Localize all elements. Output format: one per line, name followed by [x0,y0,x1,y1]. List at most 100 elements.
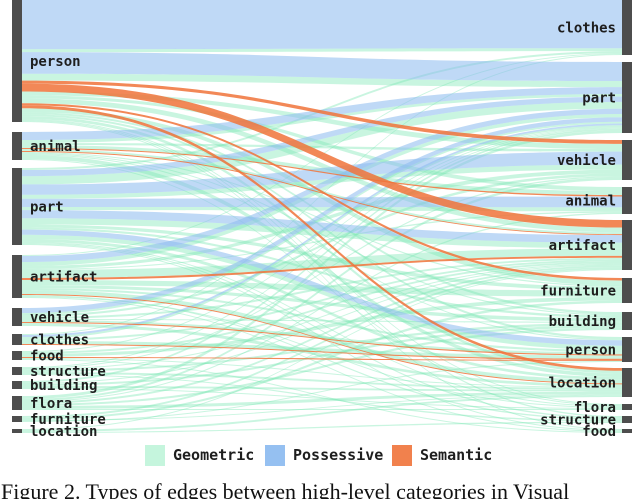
edge-building-to-artifact-geometric [22,264,622,384]
edge-animal-to-animal-semantic [22,148,622,197]
edge-animal-to-flora-geometric [22,159,622,406]
right-node-label-person: person [565,343,616,359]
edge-clothes-to-person-semantic [22,344,622,360]
edge-vehicle-to-person-geometric [22,320,622,355]
edge-artifact-to-building-geometric [22,285,622,322]
right-node-bar-furniture [622,278,632,303]
edge-food-to-food-geometric [22,359,622,433]
legend-swatch-semantic [392,445,412,466]
edge-person-to-part-possessive [22,52,622,82]
edge-artifact-to-structure-geometric [22,295,622,421]
edge-artifact-to-artifact-geometric [22,248,622,278]
right-node-label-location: location [549,376,616,392]
left-node-label-vehicle: vehicle [30,310,89,326]
left-node-bar-artifact [12,255,22,298]
edge-furniture-to-person-geometric [22,360,622,422]
left-node-bar-animal [12,132,22,160]
edge-clothes-to-artifact-geometric [22,259,622,341]
edge-building-to-flora-geometric [22,388,622,409]
edge-food-to-furniture-geometric [22,296,622,357]
edge-artifact-to-food-geometric [22,297,622,432]
edge-clothes-to-clothes-geometric [22,54,622,335]
right-node-label-animal: animal [565,194,616,210]
left-node-label-clothes: clothes [30,333,89,349]
left-node-bar-food [12,351,22,360]
right-node-bar-flora [622,404,632,410]
legend: Geometric Possessive Semantic [0,445,640,467]
legend-label-possessive: Possessive [293,446,384,464]
right-node-bar-part [622,62,632,133]
node-bars-layer [12,0,632,433]
edge-vehicle-to-person-semantic [22,322,622,356]
right-node-label-food: food [582,424,616,440]
edge-person-to-furniture-semantic [22,103,622,281]
edge-artifact-to-artifact-semantic [22,255,622,280]
edge-artifact-to-person-geometric [22,288,622,353]
left-node-bar-furniture [12,416,22,422]
edge-flora-to-part-geometric [22,130,622,399]
edge-person-to-clothes-geometric [22,48,622,53]
edge-flora-to-flora-geometric [22,409,622,410]
edge-part-to-location-geometric [22,238,622,380]
edge-part-to-vehicle-possessive [22,151,622,195]
edge-part-to-vehicle-geometric [22,164,622,199]
sankey-diagram: personanimalpartartifactvehicleclothesfo… [12,0,632,441]
edge-furniture-to-furniture-geometric [22,300,622,420]
left-node-bar-building [12,381,22,389]
left-node-label-location: location [30,424,97,440]
right-node-label-flora: flora [574,400,616,416]
edge-vehicle-to-part-geometric [22,121,622,316]
legend-label-geometric: Geometric [173,446,255,464]
edge-flora-to-artifact-geometric [22,265,622,404]
edge-person-to-clothes-possessive [22,0,622,50]
right-node-bar-food [622,429,632,433]
left-node-label-animal: animal [30,139,81,155]
edge-part-to-structure-geometric [22,242,622,419]
edge-part-to-part-possessive [22,96,622,177]
edge-animal-to-location-geometric [22,155,622,378]
edge-part-to-person-possessive [22,229,622,346]
left-node-label-building: building [30,378,97,394]
edge-location-to-artifact-geometric [22,269,622,430]
edge-part-to-artifact-geometric [22,218,622,249]
right-node-label-vehicle: vehicle [557,153,616,169]
edge-part-to-building-geometric [22,227,622,318]
edge-structure-to-artifact-geometric [22,263,622,370]
right-node-label-structure: structure [540,413,616,429]
edge-flora-to-location-geometric [22,391,622,409]
left-node-bar-structure [12,367,22,375]
edge-artifact-to-part-geometric [22,113,622,266]
right-node-bar-building [622,312,632,330]
edges-layer [22,0,622,433]
edge-structure-to-building-geometric [22,322,622,372]
edge-flora-to-building-geometric [22,327,622,406]
edge-location-to-location-geometric [22,395,622,432]
legend-swatch-possessive [265,445,285,466]
left-node-label-furniture: furniture [30,412,106,428]
edge-vehicle-to-vehicle-geometric [22,173,622,317]
edge-artifact-to-animal-geometric [22,211,622,270]
edge-person-to-vehicle-semantic [22,80,622,144]
left-node-label-food: food [30,349,64,365]
node-labels-layer: personanimalpartartifactvehicleclothesfo… [30,21,616,441]
edge-structure-to-location-geometric [22,372,622,390]
edge-part-to-artifact-possessive [22,210,622,243]
edge-food-to-artifact-geometric [22,261,622,354]
left-node-bar-part [12,168,22,245]
left-node-label-part: part [30,200,64,216]
edge-animal-to-vehicle-geometric [22,143,622,152]
edge-flora-to-animal-geometric [22,212,622,402]
edge-person-to-location-semantic [22,105,622,371]
edge-location-to-structure-geometric [22,421,622,433]
edge-building-to-part-geometric [22,128,622,383]
edge-person-to-location-geometric [22,116,622,374]
edge-vehicle-to-building-geometric [22,319,622,323]
right-node-label-part: part [582,91,616,107]
right-node-bar-artifact [622,220,632,270]
edge-person-to-furniture-geometric [22,108,622,286]
right-node-label-building: building [549,314,616,330]
edge-clothes-to-person-geometric [22,341,622,359]
edge-person-to-animal-geometric [22,95,622,192]
left-node-bar-flora [12,396,22,410]
edge-structure-to-part-geometric [22,127,622,369]
